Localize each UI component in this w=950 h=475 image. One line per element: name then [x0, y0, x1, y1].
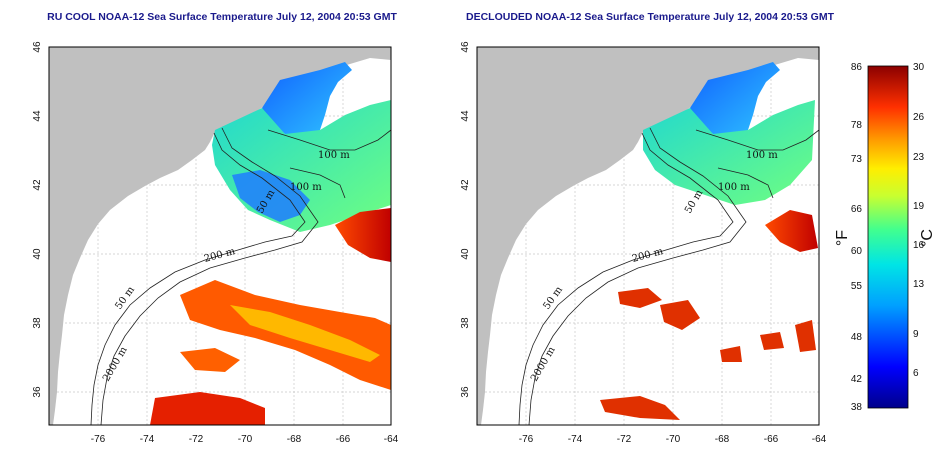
longitude-axis: -76 -74 -72 -70 -68 -66 -64 — [519, 434, 827, 445]
warm-water-patch — [720, 346, 742, 362]
mid-temperature-shelf-water — [643, 100, 815, 205]
cold-water-georges — [232, 170, 310, 222]
lat-tick-label: 40 — [32, 248, 43, 260]
fahrenheit-tick: 55 — [851, 281, 863, 292]
lat-tick-label: 42 — [460, 179, 471, 191]
lat-tick-label: 38 — [460, 317, 471, 329]
lon-tick-label: -64 — [812, 434, 827, 445]
land-mass — [49, 47, 391, 425]
lon-tick-label: -66 — [764, 434, 779, 445]
fahrenheit-tick: 73 — [851, 154, 863, 165]
contour-label: 100 m — [290, 182, 322, 193]
map-area: 100 m 100 m 50 m 200 m 50 m 2000 m — [48, 46, 392, 426]
celsius-tick: 23 — [913, 152, 925, 163]
fahrenheit-tick: 78 — [851, 120, 863, 131]
fahrenheit-tick: 66 — [851, 204, 863, 215]
warm-water-patch — [180, 348, 240, 372]
celsius-label: °C — [919, 229, 936, 247]
celsius-tick: 6 — [913, 368, 919, 379]
lon-tick-label: -66 — [336, 434, 351, 445]
colorbar-gradient — [867, 65, 909, 409]
warm-water-gulf-stream — [335, 208, 391, 262]
celsius-tick: 9 — [913, 329, 919, 340]
lon-tick-label: -70 — [238, 434, 253, 445]
fahrenheit-tick: 48 — [851, 332, 863, 343]
warm-water-patch — [760, 332, 784, 350]
panel-title: DECLOUDED NOAA-12 Sea Surface Temperatur… — [466, 11, 835, 23]
warm-water-patch — [150, 392, 265, 425]
lon-tick-label: -72 — [189, 434, 204, 445]
lon-tick-label: -64 — [384, 434, 399, 445]
map-frame — [48, 46, 392, 426]
lat-tick-label: 44 — [460, 110, 471, 122]
lat-tick-label: 36 — [32, 386, 43, 398]
lon-tick-label: -74 — [140, 434, 155, 445]
lon-tick-label: -74 — [568, 434, 583, 445]
panel-right: DECLOUDED NOAA-12 Sea Surface Temperatur… — [460, 11, 835, 445]
contour-label: 100 m — [318, 150, 350, 161]
lat-tick-label: 44 — [32, 110, 43, 122]
lat-tick-label: 42 — [32, 179, 43, 191]
warm-water-gulf-stream — [765, 210, 818, 252]
panel-left: RU COOL NOAA-12 Sea Surface Temperature … — [32, 11, 399, 445]
fahrenheit-tick: 38 — [851, 402, 863, 413]
fahrenheit-tick: 86 — [851, 62, 863, 73]
cold-water-gulf-of-maine — [690, 62, 780, 140]
celsius-tick: 16 — [913, 240, 925, 251]
contour-label: 100 m — [718, 182, 750, 193]
celsius-scale: 30 26 23 19 16 13 9 6 °C — [913, 62, 936, 379]
lon-tick-label: -76 — [519, 434, 534, 445]
latitude-axis: 46 44 42 40 38 36 — [460, 41, 471, 398]
celsius-tick: 19 — [913, 201, 925, 212]
warm-water-patch — [600, 396, 680, 420]
lon-tick-label: -72 — [617, 434, 632, 445]
cold-water-gulf-of-maine — [262, 62, 352, 140]
contour-label: 100 m — [746, 150, 778, 161]
panel-title: RU COOL NOAA-12 Sea Surface Temperature … — [47, 11, 397, 23]
lat-tick-label: 36 — [460, 386, 471, 398]
map-area: 100 m 100 m 50 m 200 m 50 m 2000 m — [476, 46, 820, 426]
fahrenheit-tick: 60 — [851, 246, 863, 257]
lon-tick-label: -70 — [666, 434, 681, 445]
lat-tick-label: 40 — [460, 248, 471, 260]
warm-water-patch — [230, 305, 380, 362]
fahrenheit-scale: 86 78 73 66 60 55 48 42 38 °F — [834, 62, 862, 413]
lat-tick-label: 46 — [460, 41, 471, 53]
lon-tick-label: -68 — [287, 434, 302, 445]
lat-tick-label: 38 — [32, 317, 43, 329]
warm-water-patch — [660, 300, 700, 330]
lon-tick-label: -76 — [91, 434, 106, 445]
celsius-tick: 13 — [913, 279, 925, 290]
longitude-axis: -76 -74 -72 -70 -68 -66 -64 — [91, 434, 399, 445]
warm-water-patch — [618, 288, 662, 308]
lon-tick-label: -68 — [715, 434, 730, 445]
lat-tick-label: 46 — [32, 41, 43, 53]
fahrenheit-label: °F — [834, 230, 851, 246]
fahrenheit-tick: 42 — [851, 374, 863, 385]
bathymetry-contours — [90, 127, 392, 426]
land-mass — [477, 47, 819, 425]
celsius-tick: 26 — [913, 112, 925, 123]
map-frame — [476, 46, 820, 426]
colorbar: 86 78 73 66 60 55 48 42 38 °F 30 26 23 1… — [834, 62, 936, 413]
warm-water-patch — [795, 320, 816, 352]
latitude-axis: 46 44 42 40 38 36 — [32, 41, 43, 398]
bathymetry-contours — [518, 127, 820, 426]
celsius-tick: 30 — [913, 62, 925, 73]
